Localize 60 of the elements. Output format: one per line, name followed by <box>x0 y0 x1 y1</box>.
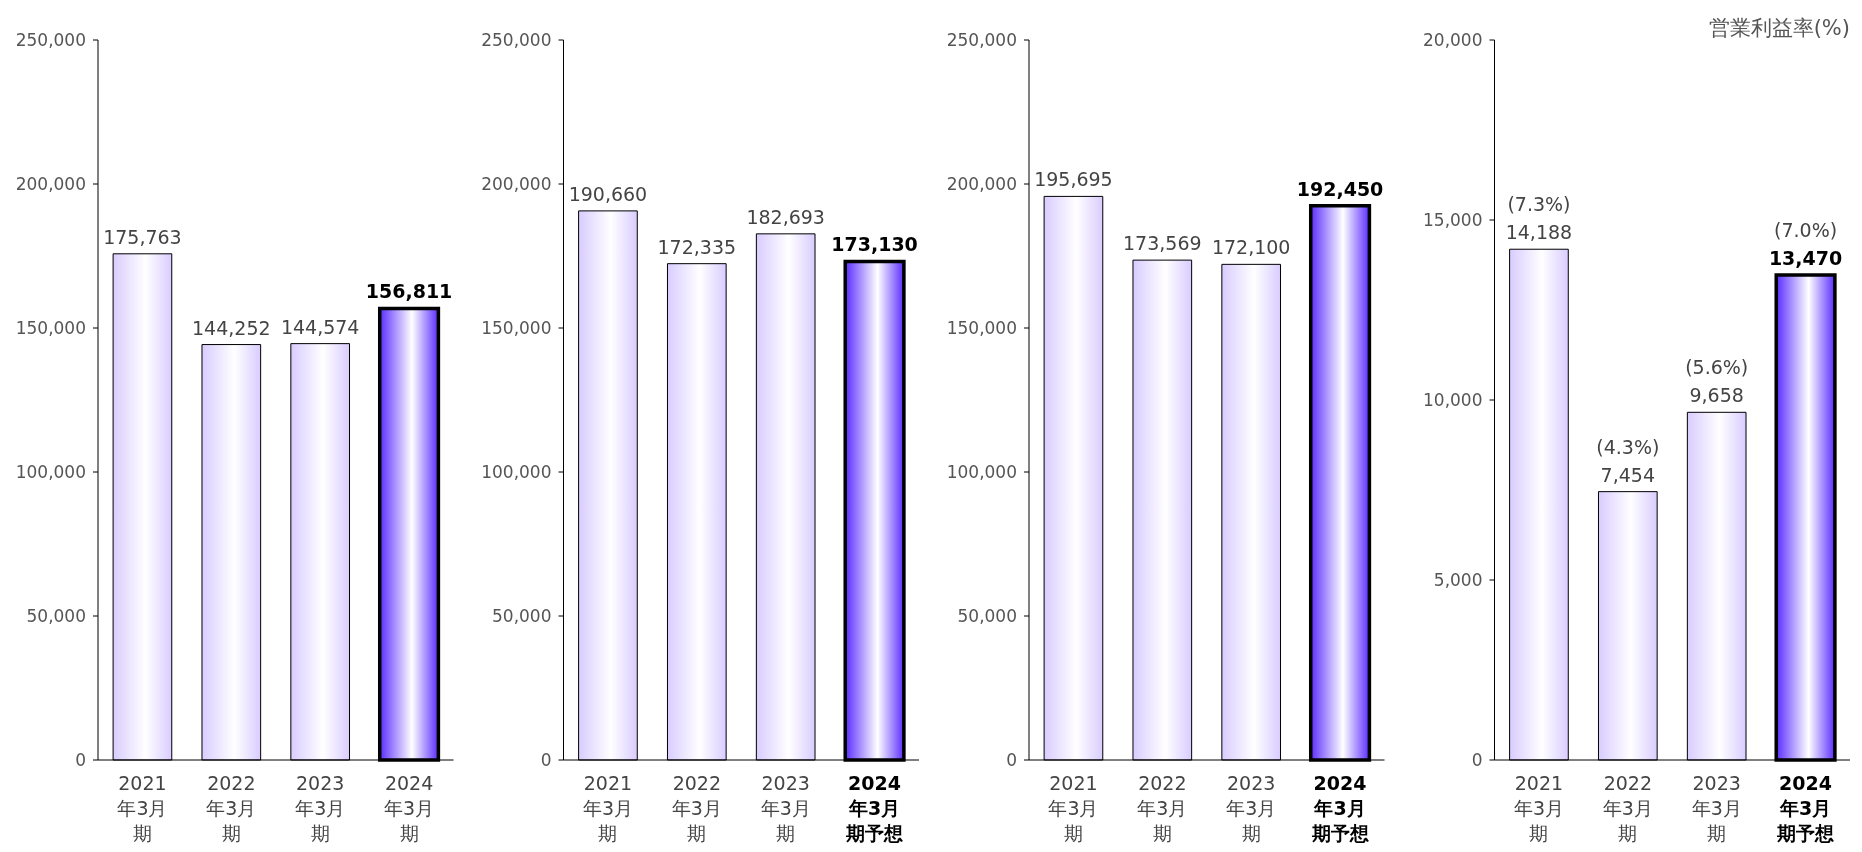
x-tick-label: 2021年3月期 <box>1513 772 1564 844</box>
x-tick-label: 2024年3月期予想 <box>845 772 904 844</box>
data-label: 7,454 <box>1600 463 1656 486</box>
data-label: 9,658 <box>1689 384 1744 407</box>
y-tick-label: 5,000 <box>1433 570 1483 590</box>
annotation: 営業利益率(%) <box>1708 16 1850 40</box>
data-label: 192,450 <box>1296 177 1384 200</box>
x-tick-label: 2022年3月期 <box>671 772 722 844</box>
y-tick-label: 50,000 <box>957 606 1017 626</box>
data-label: 144,252 <box>192 316 271 339</box>
x-tick-label: 2022年3月期 <box>206 772 257 844</box>
data-label: 195,695 <box>1034 168 1113 191</box>
y-tick-label: 200,000 <box>15 174 86 194</box>
x-tick-label: 2021年3月期 <box>117 772 168 844</box>
y-tick-label: 100,000 <box>15 462 86 482</box>
annotation: (7.3%) <box>1507 193 1571 216</box>
annotation: (7.0%) <box>1774 219 1838 242</box>
x-tick-label: 2021年3月期 <box>1048 772 1099 844</box>
y-tick-label: 20,000 <box>1423 30 1483 50</box>
data-label: 172,100 <box>1211 236 1291 259</box>
y-tick-label: 15,000 <box>1423 210 1483 230</box>
data-label: 14,188 <box>1505 221 1573 244</box>
y-tick-label: 150,000 <box>15 318 86 338</box>
x-tick-label: 2023年3月期 <box>295 772 346 844</box>
y-tick-label: 0 <box>540 750 552 770</box>
annotation: (5.6%) <box>1685 356 1749 379</box>
y-tick-label: 100,000 <box>946 462 1017 482</box>
y-tick-label: 200,000 <box>946 174 1017 194</box>
annotation: (4.3%) <box>1596 435 1660 458</box>
y-tick-label: 250,000 <box>15 30 86 50</box>
data-label: 173,569 <box>1123 232 1202 255</box>
y-tick-label: 100,000 <box>481 462 552 482</box>
y-tick-label: 10,000 <box>1423 390 1483 410</box>
x-tick-label: 2021年3月期 <box>582 772 633 844</box>
y-tick-label: 250,000 <box>946 30 1017 50</box>
x-tick-label: 2024年3月期 <box>384 772 435 844</box>
data-label: 190,660 <box>568 182 648 205</box>
data-label: 172,335 <box>657 235 737 258</box>
data-label: 182,693 <box>746 205 825 228</box>
y-tick-label: 0 <box>1006 750 1017 770</box>
x-tick-label: 2022年3月期 <box>1137 772 1188 844</box>
data-label: 156,811 <box>365 280 453 303</box>
y-tick-label: 50,000 <box>492 606 552 626</box>
x-tick-label: 2024年3月期予想 <box>1310 772 1369 844</box>
y-tick-label: 150,000 <box>481 318 552 338</box>
x-tick-label: 2024年3月期予想 <box>1776 772 1835 844</box>
y-tick-label: 0 <box>75 750 86 770</box>
x-tick-label: 2023年3月期 <box>1226 772 1277 844</box>
y-tick-label: 250,000 <box>481 30 552 50</box>
x-tick-label: 2023年3月期 <box>760 772 811 844</box>
data-label: 144,574 <box>280 315 360 338</box>
data-label: 173,130 <box>831 233 918 256</box>
y-tick-label: 50,000 <box>26 606 86 626</box>
data-label: 13,470 <box>1768 247 1843 270</box>
y-tick-label: 0 <box>1471 750 1483 770</box>
x-tick-label: 2023年3月期 <box>1691 772 1742 844</box>
data-label: 175,763 <box>103 225 182 248</box>
y-tick-label: 150,000 <box>946 318 1017 338</box>
y-tick-label: 200,000 <box>481 174 552 194</box>
x-tick-label: 2022年3月期 <box>1602 772 1653 844</box>
